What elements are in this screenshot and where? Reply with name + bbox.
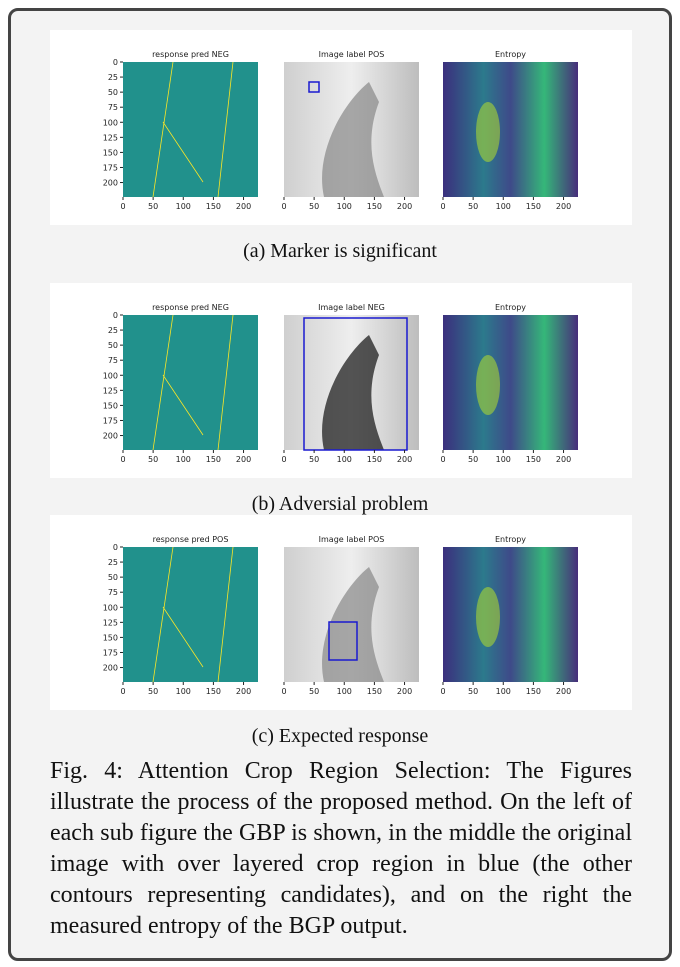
- x-tick-label: 50: [468, 455, 478, 464]
- x-tick-label: 200: [397, 202, 412, 211]
- x-tick-label: 100: [337, 202, 352, 211]
- entropy-hotspot: [476, 587, 500, 647]
- x-tick-label: 150: [206, 687, 221, 696]
- x-tick-label: 50: [309, 202, 319, 211]
- x-tick-label: 150: [526, 687, 541, 696]
- subplot-title: Image label POS: [319, 50, 385, 59]
- y-tick-label: 125: [103, 618, 118, 627]
- subplot-title: response pred POS: [153, 535, 229, 544]
- x-tick-label: 150: [526, 455, 541, 464]
- x-tick-label: 0: [120, 202, 125, 211]
- x-tick-label: 0: [281, 687, 286, 696]
- x-tick-label: 0: [281, 455, 286, 464]
- x-tick-label: 0: [120, 687, 125, 696]
- x-tick-label: 50: [148, 455, 158, 464]
- y-tick-label: 50: [108, 88, 118, 97]
- y-tick-label: 150: [103, 633, 118, 642]
- y-tick-label: 0: [113, 543, 118, 552]
- entropy-image: [443, 547, 578, 682]
- y-tick-label: 25: [108, 558, 118, 567]
- x-tick-label: 0: [440, 455, 445, 464]
- x-tick-label: 50: [468, 687, 478, 696]
- panel-caption: (c) Expected response: [252, 725, 429, 747]
- x-tick-label: 100: [176, 687, 191, 696]
- x-tick-label: 100: [496, 202, 511, 211]
- y-tick-label: 200: [103, 179, 118, 188]
- x-tick-label: 200: [556, 455, 571, 464]
- y-tick-label: 25: [108, 326, 118, 335]
- y-tick-label: 75: [108, 356, 118, 365]
- y-tick-label: 175: [103, 163, 118, 172]
- y-tick-label: 75: [108, 103, 118, 112]
- y-tick-label: 200: [103, 432, 118, 441]
- x-tick-label: 150: [526, 202, 541, 211]
- x-tick-label: 50: [309, 687, 319, 696]
- y-tick-label: 0: [113, 311, 118, 320]
- x-tick-label: 0: [440, 202, 445, 211]
- y-tick-label: 175: [103, 648, 118, 657]
- panel-caption: (b) Adversial problem: [252, 493, 429, 515]
- x-tick-label: 50: [309, 455, 319, 464]
- x-tick-label: 0: [440, 687, 445, 696]
- subplot-title: response pred NEG: [152, 303, 229, 312]
- x-tick-label: 0: [120, 455, 125, 464]
- entropy-image: [443, 315, 578, 450]
- entropy-image: [443, 62, 578, 197]
- x-tick-label: 200: [556, 687, 571, 696]
- x-tick-label: 200: [236, 455, 251, 464]
- y-tick-label: 100: [103, 603, 118, 612]
- x-tick-label: 100: [337, 455, 352, 464]
- y-tick-label: 75: [108, 588, 118, 597]
- subplot-title: Entropy: [495, 535, 526, 544]
- x-tick-label: 200: [236, 202, 251, 211]
- y-tick-label: 200: [103, 664, 118, 673]
- subplot-title: Entropy: [495, 303, 526, 312]
- y-tick-label: 25: [108, 73, 118, 82]
- panel-caption: (a) Marker is significant: [243, 240, 437, 262]
- x-tick-label: 50: [148, 202, 158, 211]
- subplot-title: response pred NEG: [152, 50, 229, 59]
- x-tick-label: 150: [367, 687, 382, 696]
- x-tick-label: 200: [556, 202, 571, 211]
- gbp-image: [123, 62, 258, 197]
- x-tick-label: 150: [367, 202, 382, 211]
- x-tick-label: 150: [206, 455, 221, 464]
- subplot-title: Entropy: [495, 50, 526, 59]
- figure-caption: Fig. 4: Attention Crop Region Selection:…: [50, 756, 632, 942]
- x-tick-label: 100: [337, 687, 352, 696]
- x-tick-label: 100: [176, 455, 191, 464]
- y-tick-label: 50: [108, 573, 118, 582]
- subplot-title: Image label NEG: [318, 303, 385, 312]
- y-tick-label: 100: [103, 371, 118, 380]
- y-tick-label: 100: [103, 118, 118, 127]
- page: response pred NEG 0 50 100 150 200 0 25 50 75 100 1…: [0, 0, 680, 967]
- y-tick-label: 125: [103, 386, 118, 395]
- y-tick-label: 150: [103, 148, 118, 157]
- y-tick-label: 175: [103, 416, 118, 425]
- entropy-hotspot: [476, 102, 500, 162]
- y-tick-label: 0: [113, 58, 118, 67]
- x-tick-label: 50: [468, 202, 478, 211]
- x-tick-label: 100: [176, 202, 191, 211]
- y-tick-label: 150: [103, 401, 118, 410]
- x-tick-label: 150: [206, 202, 221, 211]
- x-tick-label: 150: [367, 455, 382, 464]
- x-tick-label: 200: [397, 455, 412, 464]
- gbp-image: [123, 547, 258, 682]
- entropy-hotspot: [476, 355, 500, 415]
- y-tick-label: 50: [108, 341, 118, 350]
- x-tick-label: 200: [236, 687, 251, 696]
- x-tick-label: 100: [496, 687, 511, 696]
- x-tick-label: 50: [148, 687, 158, 696]
- gbp-image: [123, 315, 258, 450]
- x-tick-label: 200: [397, 687, 412, 696]
- y-tick-label: 125: [103, 133, 118, 142]
- subplot-title: Image label POS: [319, 535, 385, 544]
- x-tick-label: 100: [496, 455, 511, 464]
- x-tick-label: 0: [281, 202, 286, 211]
